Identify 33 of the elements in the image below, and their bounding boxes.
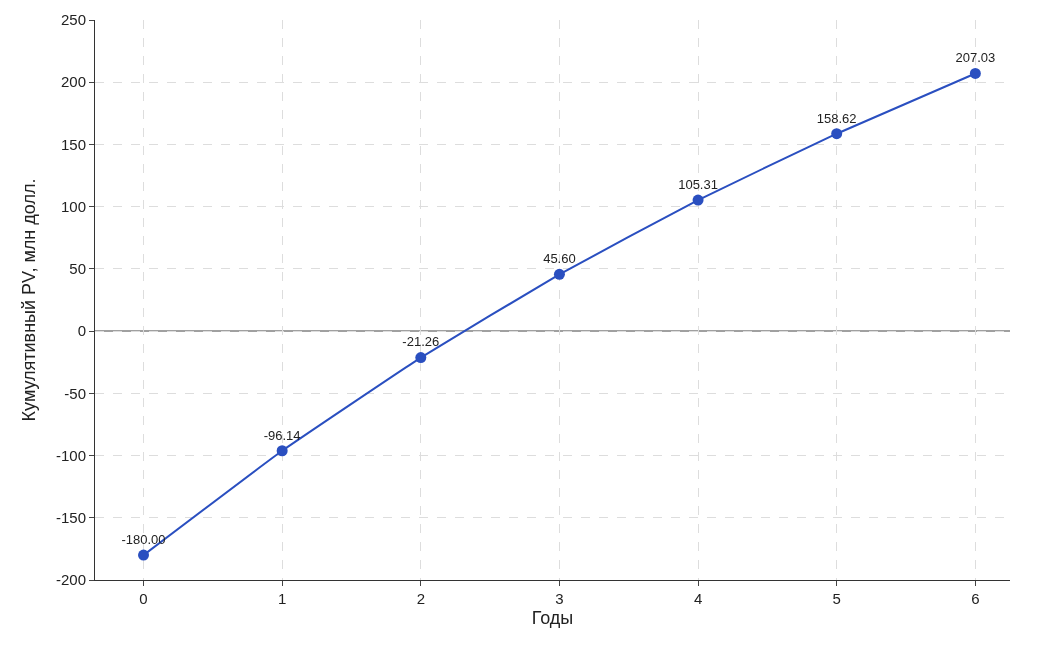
data-label: -96.14	[263, 427, 301, 443]
x-tick-label: 6	[971, 590, 980, 607]
y-tick-label: -50	[64, 384, 86, 402]
point	[969, 67, 981, 79]
y-axis-title: Кумулятивный PV, млн долл.	[19, 178, 40, 422]
x-tick-label: 3	[555, 590, 564, 607]
x-tick-label: 1	[277, 590, 287, 607]
point	[415, 352, 427, 364]
x-axis-title: Годы	[531, 608, 574, 629]
data-label: -21.26	[402, 334, 440, 350]
data-label: -180.00	[121, 531, 166, 547]
y-tick-label: -150	[55, 509, 86, 527]
data-label: 158.62	[816, 110, 857, 126]
data-label: 105.31	[678, 176, 718, 192]
y-tick-label: 50	[69, 260, 86, 278]
y-tick-label: 150	[60, 135, 86, 153]
x-tick-label: 4	[693, 590, 703, 607]
data-label: 45.60	[543, 251, 576, 267]
y-tick-label: -100	[55, 446, 86, 464]
point	[692, 194, 704, 206]
y-tick-label: -200	[55, 571, 86, 589]
point	[276, 445, 288, 457]
x-tick-label: 0	[139, 590, 148, 607]
point	[138, 549, 150, 561]
data-label: 207.03	[955, 50, 996, 66]
x-tick-label: 5	[832, 590, 841, 607]
y-tick-label: 200	[60, 73, 86, 91]
point	[831, 128, 843, 140]
y-tick-label: 100	[60, 197, 86, 215]
x-tick-label: 2	[416, 590, 425, 607]
y-tick-label: 0	[77, 322, 86, 340]
point	[553, 268, 565, 280]
y-tick-label: 250	[60, 11, 86, 29]
